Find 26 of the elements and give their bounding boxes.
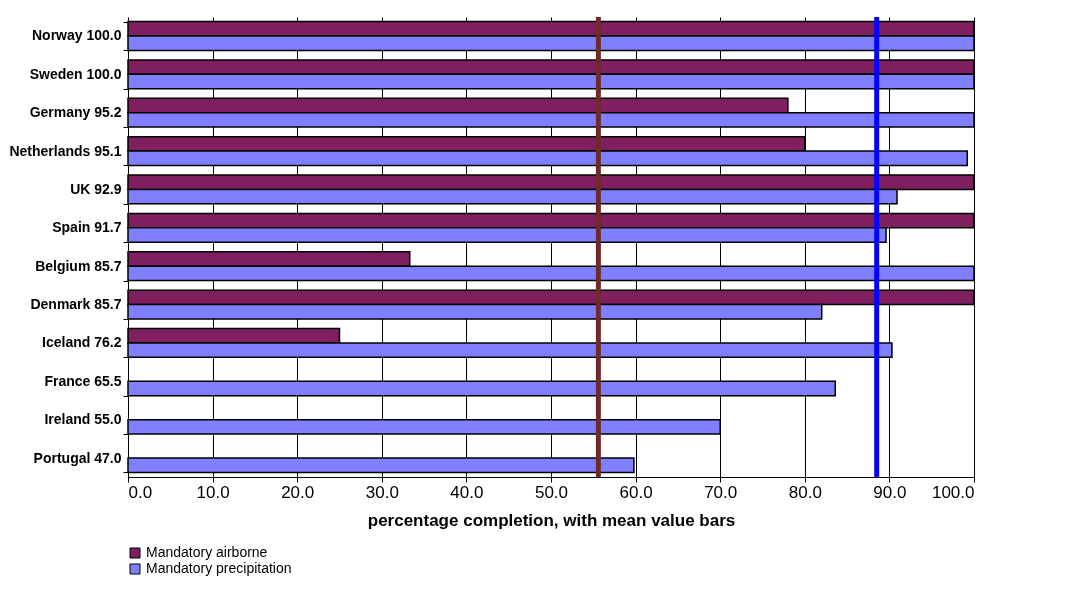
y-tick-label: France 65.5 <box>44 372 122 389</box>
y-tick-label: Spain 91.7 <box>52 219 122 236</box>
x-tick-label: 50.0 <box>534 482 569 502</box>
x-tick-label: 30.0 <box>365 482 399 502</box>
x-tick-label: 10.0 <box>196 482 230 502</box>
x-tick-label: 100.0 <box>931 482 975 502</box>
y-tick-label: Iceland 76.2 <box>42 334 122 351</box>
y-tick-label: Portugal 47.0 <box>33 449 122 466</box>
legend-label: Mandatory precipitation <box>146 560 292 576</box>
y-tick-label: Ireland 55.0 <box>44 411 122 428</box>
x-tick-label: 70.0 <box>704 482 738 502</box>
x-tick-label: 60.0 <box>619 482 653 502</box>
x-tick-label: 80.0 <box>788 482 822 502</box>
x-tick-label: 0.0 <box>128 482 153 502</box>
y-tick-label: Belgium 85.7 <box>35 257 122 274</box>
x-tick-label: 40.0 <box>450 482 484 502</box>
x-tick-label: 90.0 <box>873 482 907 502</box>
x-axis-title: percentage completion, with mean value bars <box>367 510 736 530</box>
y-tick-label: Denmark 85.7 <box>30 296 122 313</box>
y-tick-label: Netherlands 95.1 <box>9 142 122 159</box>
y-tick-label: Norway 100.0 <box>32 27 122 44</box>
y-tick-label: Sweden 100.0 <box>29 65 122 82</box>
legend-label: Mandatory airborne <box>146 544 268 560</box>
y-tick-label: UK 92.9 <box>70 180 122 197</box>
y-tick-label: Germany 95.2 <box>29 104 122 121</box>
x-tick-label: 20.0 <box>281 482 315 502</box>
